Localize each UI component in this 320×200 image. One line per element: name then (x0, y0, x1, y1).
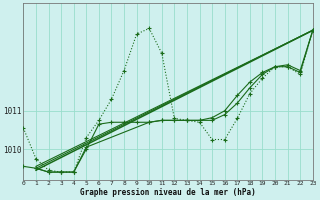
X-axis label: Graphe pression niveau de la mer (hPa): Graphe pression niveau de la mer (hPa) (80, 188, 256, 197)
